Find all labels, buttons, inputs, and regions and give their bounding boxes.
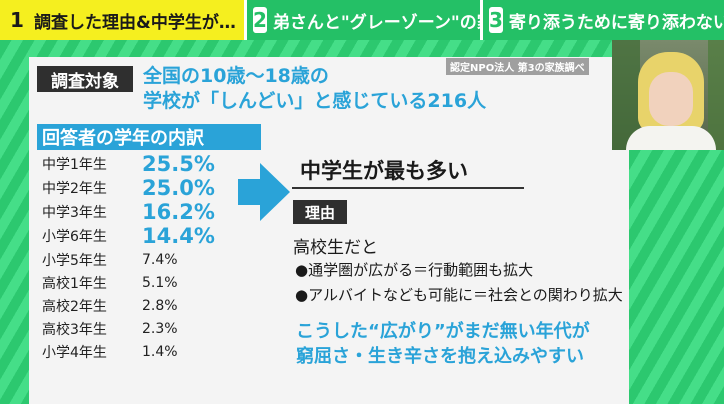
grade-row: 中学1年生 25.5%: [42, 152, 215, 176]
tab-chapter-2[interactable]: 2 弟さんと"グレーゾーン"の家庭: [244, 0, 480, 40]
grade-row: 小学6年生 14.4%: [42, 224, 215, 248]
grade-percent: 1.4%: [142, 343, 178, 360]
grade-percent: 16.2%: [142, 200, 215, 224]
grade-percent: 2.8%: [142, 297, 178, 314]
tab-chapter-3[interactable]: 3 寄り添うために寄り添わない: [480, 0, 724, 40]
grade-row: 中学2年生 25.0%: [42, 176, 215, 200]
info-board: [29, 57, 629, 404]
grade-name: 中学3年生: [42, 205, 107, 221]
grade-name: 小学4年生: [42, 344, 107, 361]
tab-label: 寄り添うために寄り添わない: [508, 12, 724, 33]
grade-row: 小学5年生 7.4%: [42, 248, 215, 271]
grade-breakdown-label: 回答者の学年の内訳: [37, 124, 261, 150]
conclusion-heading: 中学生が最も多い: [300, 159, 468, 183]
heading-underline: [292, 187, 524, 189]
target-line-1: 全国の10歳〜18歳の: [143, 65, 329, 87]
survey-target-label: 調査対象: [37, 66, 133, 92]
grade-percent: 25.5%: [142, 152, 215, 176]
tab-chapter-1[interactable]: 1 調査した理由&中学生が…: [0, 0, 244, 40]
body-shape: [626, 126, 716, 150]
grade-percent: 25.0%: [142, 176, 215, 200]
grade-name: 高校1年生: [42, 275, 107, 292]
tab-number: 3: [489, 7, 503, 33]
closing-line-1: こうした“広がり”がまだ無い年代が: [296, 321, 590, 342]
guest-photo: [612, 40, 724, 150]
reason-bullet: ●通学圏が広がる＝行動範囲も拡大: [295, 261, 534, 279]
chapter-tabs: 1 調査した理由&中学生が… 2 弟さんと"グレーゾーン"の家庭 3 寄り添うた…: [0, 0, 724, 40]
high-school-text: 高校生だと: [293, 238, 378, 258]
arrow-right-icon: [238, 163, 290, 221]
plant-decoration: [708, 40, 724, 150]
grade-name: 高校2年生: [42, 298, 107, 315]
grade-name: 小学6年生: [42, 229, 107, 245]
closing-line-2: 窮屈さ・生き辛さを抱え込みやすい: [296, 346, 584, 367]
grade-row: 高校2年生 2.8%: [42, 294, 215, 317]
grade-name: 中学2年生: [42, 181, 107, 197]
face-shape: [649, 72, 693, 126]
grade-row: 高校1年生 5.1%: [42, 271, 215, 294]
tab-number: 2: [253, 7, 267, 33]
grade-percent: 7.4%: [142, 251, 178, 268]
grade-row: 小学4年生 1.4%: [42, 340, 215, 363]
reason-label: 理由: [293, 200, 347, 224]
grade-row: 中学3年生 16.2%: [42, 200, 215, 224]
target-line-2: 学校が「しんどい」と感じている216人: [143, 90, 487, 112]
grade-row: 高校3年生 2.3%: [42, 317, 215, 340]
grade-percent: 5.1%: [142, 274, 178, 291]
tab-number: 1: [10, 8, 24, 32]
grade-name: 中学1年生: [42, 157, 107, 173]
tab-label: 弟さんと"グレーゾーン"の家庭: [272, 12, 480, 33]
grade-name: 小学5年生: [42, 252, 107, 269]
grade-name: 高校3年生: [42, 321, 107, 338]
grade-list: 中学1年生 25.5% 中学2年生 25.0% 中学3年生 16.2% 小学6年…: [42, 152, 215, 363]
source-credit: 認定NPO法人 第3の家族調べ: [446, 58, 589, 75]
survey-target-text: 全国の10歳〜18歳の 学校が「しんどい」と感じている216人: [143, 64, 486, 114]
grade-percent: 14.4%: [142, 224, 215, 248]
grade-percent: 2.3%: [142, 320, 178, 337]
closing-statement: こうした“広がり”がまだ無い年代が 窮屈さ・生き辛さを抱え込みやすい: [296, 319, 590, 369]
tab-label: 調査した理由&中学生が…: [34, 12, 236, 33]
reason-bullet: ●アルバイトなども可能に＝社会との関わり拡大: [295, 286, 623, 304]
